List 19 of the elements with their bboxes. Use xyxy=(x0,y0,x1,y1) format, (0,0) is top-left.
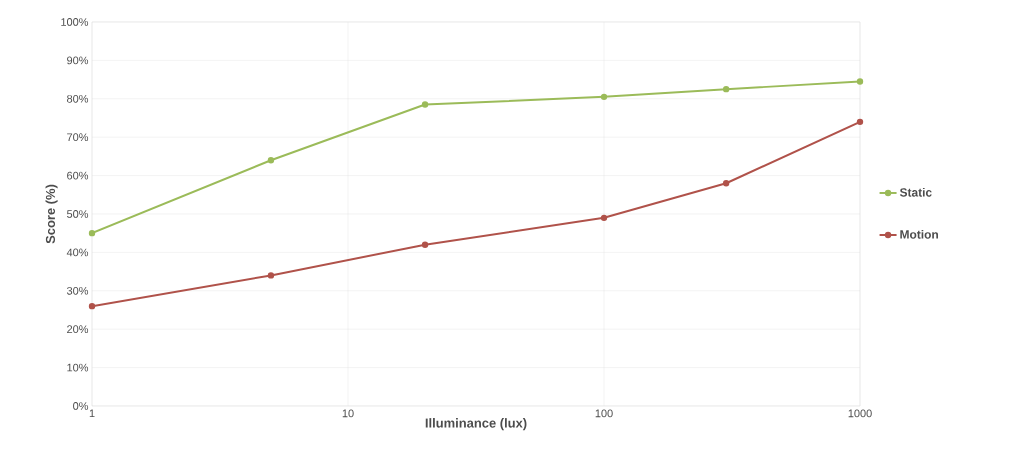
y-tick-label: 80% xyxy=(67,94,89,103)
y-tick-label: 10% xyxy=(67,363,89,372)
legend-label: Motion xyxy=(900,229,938,239)
y-tick-label: 20% xyxy=(67,325,89,334)
y-tick-label: 60% xyxy=(67,171,89,180)
y-tick-label: 30% xyxy=(66,286,89,295)
y-axis-title: Score (%) xyxy=(45,184,58,244)
y-tick-label: 0% xyxy=(73,402,89,410)
y-tick-label: 40% xyxy=(66,248,89,257)
y-tick-label: 90% xyxy=(67,56,89,65)
x-tick-label: 1 xyxy=(89,409,95,418)
legend-label: Static xyxy=(899,187,932,197)
x-axis-title: Illuminance (lux) xyxy=(425,418,527,431)
x-tick-label: 1000 xyxy=(848,409,872,418)
x-tick-label: 100 xyxy=(595,409,613,418)
y-tick-label: 100% xyxy=(61,18,89,26)
y-tick-label: 70% xyxy=(67,133,89,142)
x-tick-label: 10 xyxy=(342,409,354,418)
y-tick-label: 50% xyxy=(66,210,89,218)
